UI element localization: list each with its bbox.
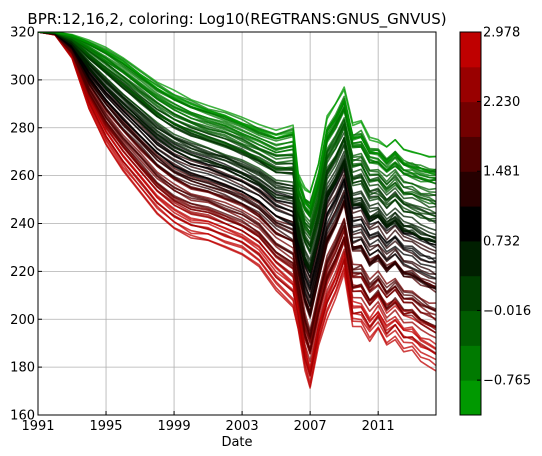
colorbar-segment [460,380,481,416]
series-line [38,32,436,338]
series-line [38,32,436,223]
x-tick-label: 2007 [294,419,327,434]
series-line [38,32,436,313]
series-line [38,32,436,377]
colorbar-segment [460,275,481,312]
x-tick-label: 1995 [89,419,122,434]
chart-title: BPR:12,16,2, coloring: Log10(REGTRANS:GN… [27,10,446,29]
colorbar-segment [460,310,481,346]
colorbar-tick-label: 1.481 [483,165,520,180]
series-line [38,32,436,291]
y-tick-label: 240 [10,217,35,232]
colorbar-segment [460,32,481,68]
x-axis: 1991 1995 1999 2003 2007 2011 [21,411,395,434]
y-tick-label: 220 [10,265,35,280]
y-tick-label: 160 [10,409,35,424]
y-tick-label: 180 [10,361,35,376]
x-tick-label: 1991 [21,419,54,434]
colorbar-segment [460,101,481,137]
series-line [38,32,436,255]
colorbar-tick-label: −0.765 [483,374,531,389]
series-line [38,32,436,372]
colorbar-segment [460,136,481,172]
series-line [38,32,436,299]
y-tick-label: 320 [10,26,35,41]
series-line [38,32,436,237]
series-line [38,32,436,273]
x-tick-label: 2011 [362,419,395,434]
series-line [38,32,436,209]
colorbar-tick-label: 0.732 [483,234,520,249]
x-tick-label: 2003 [226,419,259,434]
x-tick-label: 1999 [158,419,191,434]
colorbar [459,31,482,416]
colorbar-segment [460,240,481,277]
colorbar-segment [460,66,481,103]
y-tick-label: 200 [10,313,35,328]
series-line [38,32,436,237]
colorbar-tick-label: 2.978 [483,26,520,41]
colorbar-ticks: −0.765 −0.016 0.732 1.481 2.230 2.978 [477,26,531,389]
colorbar-segment [460,345,481,381]
y-axis: 160 180 200 220 240 260 280 300 320 [10,26,42,424]
series-line [38,32,436,194]
series-line [38,32,436,352]
x-axis-label: Date [221,435,252,450]
y-tick-label: 280 [10,121,35,136]
y-tick-label: 300 [10,73,35,88]
colorbar-tick-label: −0.016 [483,304,531,319]
colorbar-segment [460,206,481,242]
colorbar-segment [460,171,481,207]
colorbar-frame [459,31,482,416]
series-lines [38,32,436,389]
y-tick-label: 260 [10,169,35,184]
colorbar-tick-label: 2.230 [483,95,520,110]
series-line [38,32,436,213]
